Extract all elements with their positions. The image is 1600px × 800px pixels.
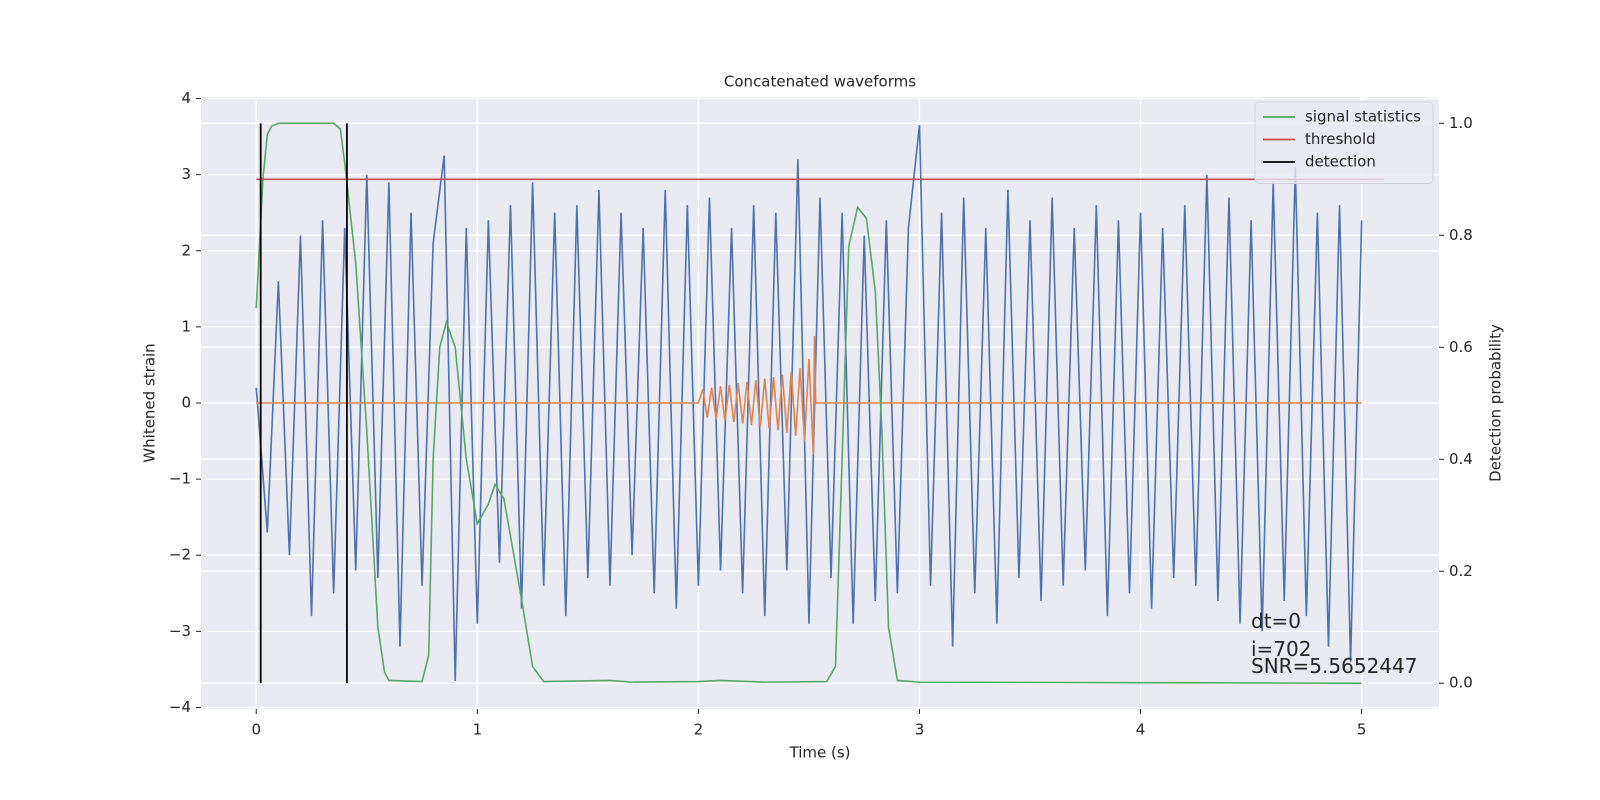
x-tick-label: 1 <box>473 721 483 739</box>
x-axis-label: Time (s) <box>789 744 851 762</box>
legend-label: signal statistics <box>1305 108 1421 126</box>
y-tick-label: 1 <box>181 317 191 335</box>
y-tick-label: 2 <box>181 241 191 259</box>
x-tick-label: 3 <box>915 721 925 739</box>
y2-tick-label: 0.4 <box>1449 450 1473 468</box>
marks <box>255 122 1384 685</box>
y-tick-label: 3 <box>181 165 191 183</box>
y2-tick-label: 0.6 <box>1449 338 1473 356</box>
y2-tick-label: 0.0 <box>1449 674 1473 692</box>
y-axis-label: Whitened strain <box>141 343 159 462</box>
annotation: dt=0 <box>1251 609 1301 633</box>
y2-tick-label: 0.2 <box>1449 562 1473 580</box>
legend: signal statistics threshold detection <box>1254 101 1434 184</box>
x-tick-label: 0 <box>251 721 261 739</box>
y-tick-label: −4 <box>169 698 191 716</box>
line-series <box>255 125 1363 681</box>
y-tick-label: −3 <box>169 622 191 640</box>
y2-tick-label: 1.0 <box>1449 114 1473 132</box>
legend-label: threshold <box>1305 130 1376 148</box>
x-tick-label: 4 <box>1136 721 1146 739</box>
chart-title: Concatenated waveforms <box>724 73 916 91</box>
annotation: SNR=5.5652447 <box>1251 654 1417 678</box>
annotation: i=702 <box>1251 637 1312 661</box>
y-tick-label: −1 <box>169 470 191 488</box>
legend-box <box>1254 101 1434 184</box>
legend-label: detection <box>1305 153 1376 171</box>
y2-axis-label: Detection probability <box>1487 324 1505 482</box>
y-tick-label: −2 <box>169 546 191 564</box>
y-tick-label: 4 <box>181 89 191 107</box>
line-series <box>256 335 1362 455</box>
x-tick-label: 2 <box>694 721 704 739</box>
x-tick-label: 5 <box>1357 721 1367 739</box>
y-tick-label: 0 <box>181 394 191 412</box>
y2-tick-label: 0.8 <box>1449 226 1473 244</box>
